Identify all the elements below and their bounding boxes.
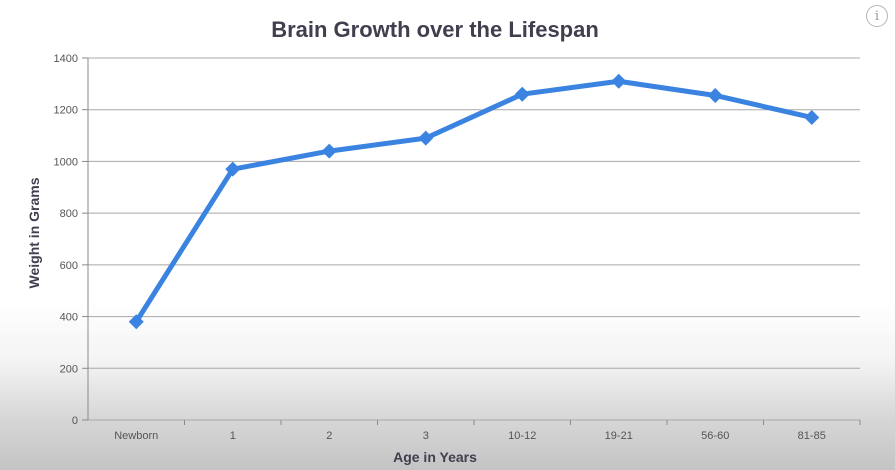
data-point <box>611 73 627 89</box>
y-tick-label: 1400 <box>54 53 78 65</box>
y-tick-label: 400 <box>60 312 78 324</box>
y-tick-label: 600 <box>60 260 78 272</box>
gridlines <box>82 57 860 421</box>
y-tick-label: 0 <box>72 415 78 427</box>
y-tick-label: 1200 <box>54 105 78 117</box>
info-icon[interactable]: i <box>866 5 888 27</box>
data-point <box>128 314 144 330</box>
x-tick-label: 81-85 <box>798 430 826 442</box>
data-point <box>418 130 434 146</box>
x-tick-label: 2 <box>326 430 332 442</box>
data-point <box>321 143 337 159</box>
x-axis-title: Age in Years <box>393 449 477 465</box>
data-point <box>514 86 530 102</box>
y-tick-labels: 0 200 400 600 800 1000 1200 1400 <box>54 53 78 427</box>
series-brain-weight <box>128 73 820 330</box>
x-tick-label: 1 <box>230 430 236 442</box>
y-tick-label: 200 <box>60 363 78 375</box>
y-tick-label: 1000 <box>54 156 78 168</box>
x-tick-labels: Newborn 1 2 3 10-12 19-21 56-60 81-85 <box>114 420 861 442</box>
y-axis-title: Weight in Grams <box>26 177 42 288</box>
data-point <box>804 109 820 125</box>
x-tick-label: Newborn <box>114 430 158 442</box>
x-tick-label: 10-12 <box>508 430 536 442</box>
x-tick-label: 3 <box>423 430 429 442</box>
x-tick-label: 19-21 <box>605 430 633 442</box>
series-line <box>133 78 815 325</box>
data-point <box>707 87 723 103</box>
y-tick-label: 800 <box>60 208 78 220</box>
x-tick-label: 56-60 <box>701 430 729 442</box>
data-point <box>225 161 241 177</box>
chart-title: Brain Growth over the Lifespan <box>271 17 599 42</box>
